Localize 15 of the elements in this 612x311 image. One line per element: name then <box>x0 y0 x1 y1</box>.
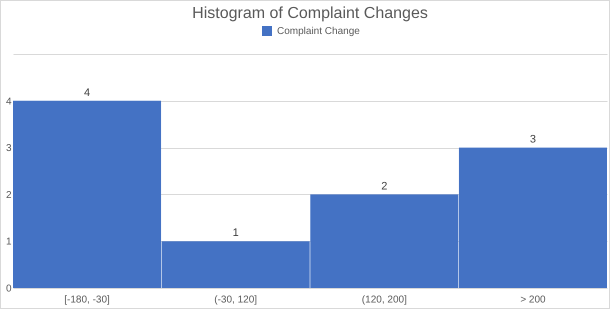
legend-label: Complaint Change <box>277 26 360 37</box>
data-label: 4 <box>84 86 90 99</box>
data-label: 1 <box>232 227 239 240</box>
y-tick-label: 4 <box>6 96 12 108</box>
x-tick-label: (120, 200] <box>362 294 408 306</box>
chart-title: Histogram of Complaint Changes <box>192 5 428 22</box>
y-tick-label: 2 <box>6 190 12 201</box>
x-tick-label: (-30, 120] <box>214 294 258 306</box>
data-label: 2 <box>381 180 388 192</box>
y-tick-label: 3 <box>6 143 12 154</box>
y-tick-label: 0 <box>6 284 12 294</box>
x-tick-label: > 200 <box>520 294 546 306</box>
data-label: 3 <box>530 134 536 146</box>
x-tick-label: [-180, -30] <box>64 294 110 306</box>
y-tick-label: 1 <box>6 236 12 248</box>
